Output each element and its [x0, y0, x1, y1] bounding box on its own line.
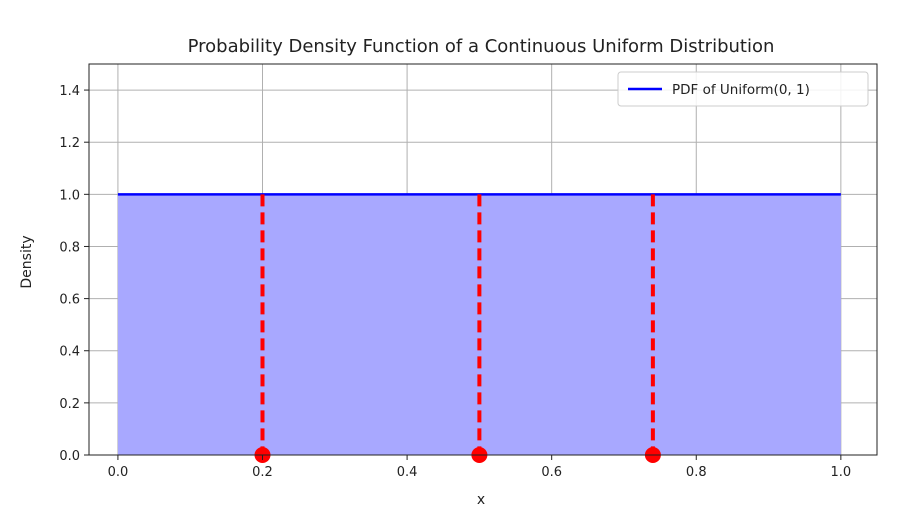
- x-tick-label: 0.0: [108, 465, 129, 480]
- y-axis-ticks: 0.0 0.2 0.4 0.6 0.8 1.0 1.2 1.4: [59, 84, 89, 464]
- x-tick-label: 0.6: [541, 465, 562, 480]
- x-tick-label: 0.2: [252, 465, 273, 480]
- x-tick-label: 1.0: [831, 465, 852, 480]
- y-tick-label: 1.4: [59, 84, 80, 99]
- y-tick-label: 1.0: [59, 188, 80, 203]
- y-tick-label: 0.2: [59, 397, 80, 412]
- chart-title: Probability Density Function of a Contin…: [188, 36, 775, 57]
- x-tick-label: 0.4: [397, 465, 418, 480]
- x-axis-ticks: 0.0 0.2 0.4 0.6 0.8 1.0: [108, 455, 852, 480]
- y-tick-label: 1.2: [59, 136, 80, 151]
- legend-box: [617, 71, 869, 107]
- y-axis-label: Density: [19, 235, 35, 288]
- x-tick-label: 0.8: [686, 465, 707, 480]
- y-tick-label: 0.4: [59, 345, 80, 360]
- y-tick-label: 0.6: [59, 293, 80, 308]
- legend: PDF of Uniform(0, 1): [617, 71, 869, 107]
- legend-label: PDF of Uniform(0, 1): [672, 82, 810, 98]
- plot-frame: [88, 63, 878, 456]
- y-tick-label: 0.8: [59, 240, 80, 255]
- y-tick-label: 0.0: [59, 449, 80, 464]
- x-axis-label: x: [477, 492, 485, 508]
